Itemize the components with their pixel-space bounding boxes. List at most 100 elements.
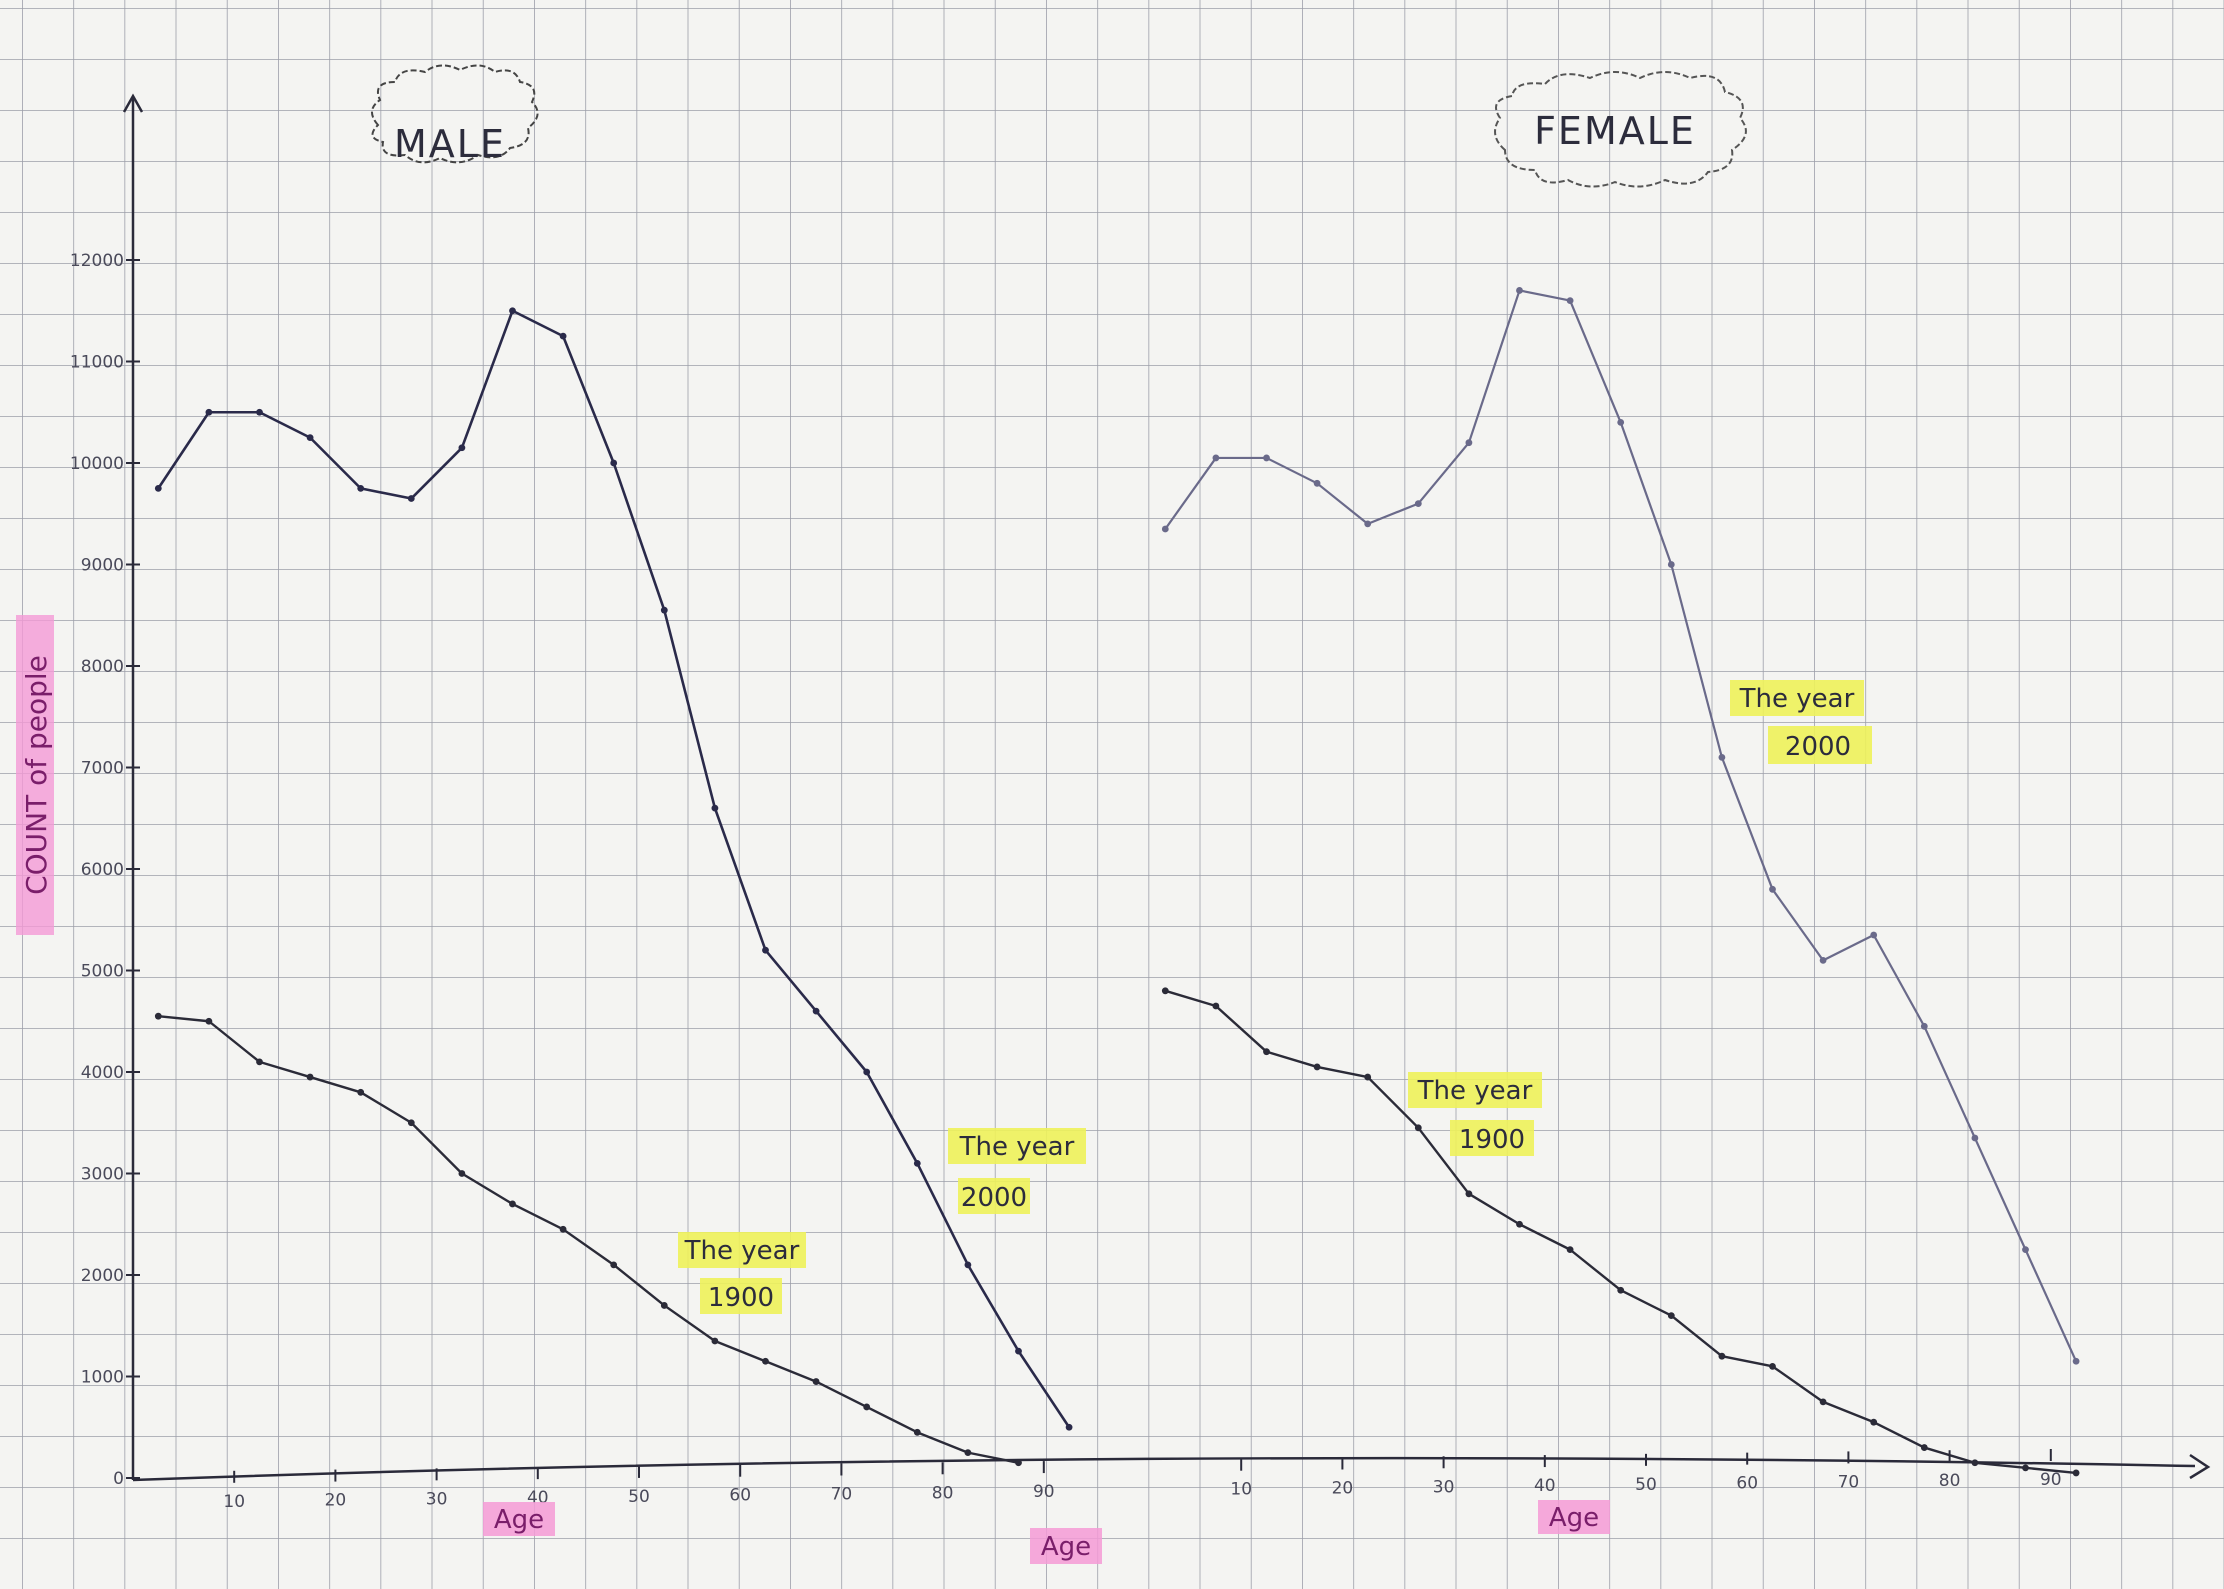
y-axis-label-highlight xyxy=(16,615,54,935)
annotation-female-2000-line1: The year xyxy=(1739,684,1855,714)
female-series-2000-point xyxy=(1617,419,1625,426)
x-axis-arrow xyxy=(2189,1453,2211,1480)
male-series-2000-point xyxy=(812,1007,820,1015)
female-series-1900-point xyxy=(1161,987,1169,995)
y-tick-label: 7000 xyxy=(81,759,124,779)
age-label-right: Age xyxy=(1538,1500,1610,1534)
annotation-male-1900: The year 1900 xyxy=(678,1232,806,1314)
male-series-1900-point xyxy=(306,1073,314,1081)
male-series-1900-point xyxy=(407,1119,415,1127)
female-cloud-outline xyxy=(1494,71,1747,188)
annotation-male-2000-line1: The year xyxy=(959,1132,1075,1162)
y-tick-label: 12000 xyxy=(70,251,124,271)
annotation-male-2000: The year 2000 xyxy=(948,1128,1086,1214)
male-series-2000-point xyxy=(660,606,668,614)
male-series-1900-point xyxy=(964,1449,972,1457)
y-tick-label: 0 xyxy=(113,1469,124,1489)
female-title-cloud: FEMALE xyxy=(1494,71,1747,188)
male-series-1900-point xyxy=(256,1058,263,1066)
age-label-right-highlight xyxy=(1538,1500,1610,1534)
y-axis-arrow xyxy=(122,93,144,113)
female-series-2000-point xyxy=(2072,1357,2080,1365)
male-series-1900-point xyxy=(812,1378,820,1385)
x-tick-label: 10 xyxy=(1230,1480,1252,1500)
male-series-1900-point xyxy=(205,1017,213,1025)
x-tick-label: 20 xyxy=(325,1491,347,1511)
female-series-2000-point xyxy=(1718,753,1726,761)
x-tick-label: 90 xyxy=(1033,1482,1055,1502)
age-label-left: Age xyxy=(483,1502,555,1536)
annotation-male-1900-line2: 1900 xyxy=(708,1283,774,1313)
male-series-2000-point xyxy=(407,495,415,502)
male-series-1900-point xyxy=(559,1225,567,1233)
female-series-1900-point xyxy=(1718,1352,1726,1360)
female-series-2000-point xyxy=(1212,454,1220,462)
male-series-2000-point xyxy=(458,444,466,452)
male-series-2000-point xyxy=(256,408,263,416)
annotation-male-1900-bg2 xyxy=(700,1278,782,1314)
male-series-2000-point xyxy=(913,1159,921,1167)
male-series-2000-point xyxy=(762,946,769,954)
axes xyxy=(122,93,2211,1482)
age-label-right-text: Age xyxy=(1549,1503,1599,1533)
male-series-1900-point xyxy=(154,1012,162,1020)
female-series-1900-point xyxy=(1516,1220,1523,1228)
x-tick-label: 10 xyxy=(223,1492,245,1512)
female-series-2000-point xyxy=(1566,297,1574,304)
female-series-1900-point xyxy=(1617,1286,1625,1294)
female-series-1900-point xyxy=(1566,1246,1574,1254)
male-series-1900-point xyxy=(863,1403,871,1411)
male-series-1900-point xyxy=(610,1261,618,1269)
annotation-male-1900-line1: The year xyxy=(684,1236,800,1266)
series-layer xyxy=(154,287,2080,1477)
x-tick-label: 80 xyxy=(932,1483,954,1503)
y-tick-label: 1000 xyxy=(81,1368,124,1388)
x-tick-label: 50 xyxy=(628,1487,650,1507)
female-series-1900-point xyxy=(1313,1063,1321,1071)
annotation-female-1900-line2: 1900 xyxy=(1459,1125,1525,1155)
male-series-2000-point xyxy=(610,459,618,467)
y-tick-label: 2000 xyxy=(81,1266,124,1286)
y-tick-label: 4000 xyxy=(81,1063,124,1083)
y-axis-label-group: COUNT of people xyxy=(16,615,54,935)
female-series-1900-point xyxy=(1920,1444,1928,1451)
annotation-male-1900-bg1 xyxy=(678,1232,806,1268)
y-tick-label: 9000 xyxy=(81,556,124,576)
x-tick-label: 30 xyxy=(426,1489,448,1509)
male-series-1900-line xyxy=(158,1014,1019,1464)
y-tick-label: 8000 xyxy=(81,657,124,677)
annotation-male-2000-bg1 xyxy=(948,1128,1086,1164)
age-label-left-text: Age xyxy=(494,1505,544,1535)
male-series-1900-point xyxy=(509,1200,516,1208)
female-series-1900-point xyxy=(2022,1464,2029,1472)
male-series-2000-point xyxy=(711,804,719,812)
x-tick-label: 90 xyxy=(2040,1470,2062,1490)
y-tick-label: 5000 xyxy=(81,962,124,982)
male-series-1900-point xyxy=(762,1357,769,1365)
annotation-female-2000-line2: 2000 xyxy=(1785,732,1851,762)
x-tick-label: 60 xyxy=(729,1486,751,1506)
annotation-male-2000-bg2 xyxy=(958,1178,1030,1214)
x-axis-line xyxy=(132,1456,2196,1482)
age-label-left-highlight xyxy=(483,1502,555,1536)
age-label-center: Age xyxy=(1030,1528,1102,1564)
female-series-1900-point xyxy=(1769,1362,1776,1370)
male-title: MALE xyxy=(394,122,506,166)
annotation-female-2000-bg1 xyxy=(1730,680,1864,716)
female-series-2000-point xyxy=(1870,931,1878,939)
female-series-1900-point xyxy=(2072,1469,2080,1477)
y-tick-label: 11000 xyxy=(70,353,124,373)
male-title-cloud: MALE xyxy=(371,64,539,166)
female-series-2000-point xyxy=(1313,479,1321,487)
female-series-2000-point xyxy=(1364,520,1372,528)
annotation-female-1900-bg1 xyxy=(1408,1072,1542,1108)
annotation-female-1900: The year 1900 xyxy=(1408,1072,1542,1156)
y-axis-label: COUNT of people xyxy=(20,655,53,895)
female-series-2000-point xyxy=(1263,454,1270,462)
y-axis-ticks: 0 1000 2000 3000 4000 5000 6000 7000 8000 9000 100… xyxy=(70,251,140,1489)
female-series-1900-point xyxy=(1364,1073,1372,1081)
female-series-2000-point xyxy=(1161,525,1169,533)
female-series-1900-point xyxy=(1971,1459,1979,1467)
